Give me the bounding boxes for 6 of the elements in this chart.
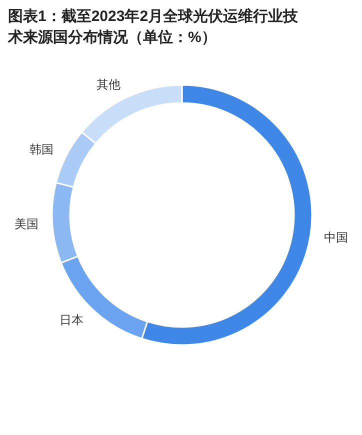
title: 图表1：截至2023年2月全球光伏运维行业技术来源国分布情况（单位：%） [8,7,300,48]
slice-label: 中国 [324,230,348,245]
slice-label: 其他 [96,78,121,92]
slice-label: 韩国 [30,142,54,157]
slice-label: 美国 [14,217,38,232]
slice-label: 日本 [59,312,84,327]
